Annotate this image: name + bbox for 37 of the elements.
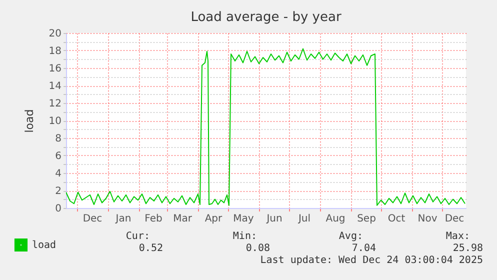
y-tick-label: 8 — [55, 134, 62, 144]
x-tick-label: May — [233, 214, 254, 224]
x-tick-label: Jul — [297, 214, 311, 224]
y-tick-label: 14 — [48, 81, 62, 92]
text: Avg: — [338, 231, 363, 242]
x-tick-label: Dec — [444, 214, 464, 224]
y-tick-label: 18 — [48, 46, 62, 57]
text: 7.04 — [352, 243, 376, 254]
text: Min: — [232, 231, 257, 242]
x-tick-label: Sep — [357, 214, 376, 224]
y-tick-label: 4 — [55, 168, 62, 180]
x-tick-label: Jan — [114, 214, 132, 224]
text: Last update: Wed Dec 24 03:00:04 2025 — [260, 255, 483, 266]
line-series — [66, 48, 466, 206]
x-tick-label: Oct — [388, 214, 406, 224]
text: Cur: — [126, 231, 150, 242]
x-tick-label: Dec — [82, 214, 102, 224]
x-tick-label: Nov — [418, 214, 438, 224]
y-tick-label: 20 — [48, 28, 62, 40]
x-tick-label: Apr — [204, 214, 224, 224]
y-tick-label: 12 — [48, 98, 62, 110]
y-tick-label: 10 — [48, 116, 62, 127]
text: 0.08 — [246, 243, 270, 254]
x-tick-label: Mar — [173, 214, 193, 224]
y-axis-title: load — [22, 109, 36, 133]
chart-title: Load average - by year — [190, 10, 342, 25]
y-tick-label: 0 — [55, 204, 62, 214]
x-tick-label: Aug — [326, 214, 346, 224]
text: Max: — [446, 231, 470, 242]
text: 0.52 — [138, 243, 163, 254]
x-tick-label: Jun — [266, 214, 282, 224]
y-tick-label: 2 — [55, 186, 62, 197]
y-tick-label: 16 — [48, 64, 62, 74]
x-tick-label: Feb — [144, 214, 162, 224]
legend-label: load — [32, 240, 56, 251]
text: 25.98 — [452, 243, 483, 254]
y-tick-label: 6 — [55, 151, 62, 162]
